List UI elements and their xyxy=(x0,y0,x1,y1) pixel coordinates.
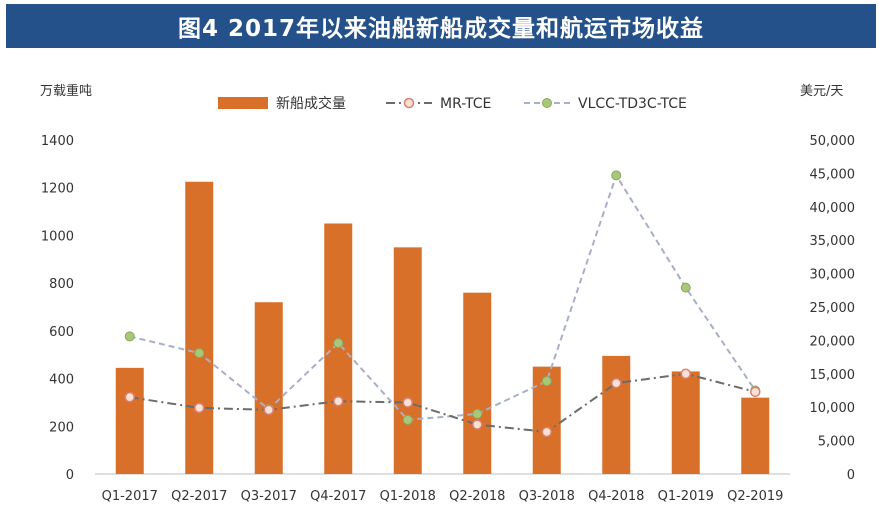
left-tick-label: 600 xyxy=(49,325,74,340)
vlcc-point xyxy=(611,170,622,181)
legend-swatch-bars xyxy=(218,97,268,109)
plot-area: 0 200 400 600 800 1000 1200 1400 0 5,000 10,000 15,… xyxy=(41,134,855,504)
mr-point xyxy=(194,402,205,414)
bar xyxy=(185,181,214,474)
mr-point xyxy=(472,419,483,430)
left-tick-label: 800 xyxy=(49,277,74,292)
bar xyxy=(671,371,700,474)
right-tick-label: 20,000 xyxy=(810,334,856,349)
x-tick-label: Q4-2017 xyxy=(310,489,366,504)
right-tick-label: 45,000 xyxy=(810,167,856,182)
vlcc-point xyxy=(541,376,552,387)
x-tick-label: Q3-2017 xyxy=(241,489,297,504)
right-tick-label: 25,000 xyxy=(810,301,856,316)
right-tick-label: 15,000 xyxy=(810,368,856,383)
x-tick-label: Q1-2018 xyxy=(380,489,436,504)
mr-point xyxy=(333,395,344,407)
bar xyxy=(602,355,631,474)
left-tick-label: 1400 xyxy=(41,134,74,149)
right-tick-label: 10,000 xyxy=(810,401,856,416)
bar xyxy=(393,247,422,474)
chart-title: 图4 2017年以来油船新船成交量和航运市场收益 xyxy=(177,16,705,42)
right-tick-label: 35,000 xyxy=(810,234,856,249)
x-tick-label: Q1-2019 xyxy=(658,489,714,504)
bar xyxy=(254,302,283,474)
left-tick-label: 400 xyxy=(49,373,74,388)
vlcc-line xyxy=(129,173,757,421)
legend: 新船成交量 MR-TCE VLCC-TD3C-TCE xyxy=(218,95,687,112)
left-tick-label: 200 xyxy=(49,420,74,435)
x-tick-label: Q2-2018 xyxy=(449,489,505,504)
bar xyxy=(463,292,492,474)
mr-point xyxy=(263,404,274,416)
right-tick-label: 5,000 xyxy=(818,435,855,450)
vlcc-point xyxy=(124,331,135,342)
legend-label-bars: 新船成交量 xyxy=(276,95,346,112)
right-tick-label: 30,000 xyxy=(810,268,856,283)
bar xyxy=(115,367,144,474)
mr-point xyxy=(402,397,413,408)
mr-point xyxy=(611,377,622,389)
vlcc-point xyxy=(333,338,344,349)
vlcc-point xyxy=(402,414,413,425)
mr-point xyxy=(541,426,552,438)
x-tick-label: Q1-2017 xyxy=(102,489,158,504)
legend-marker-mr xyxy=(403,97,415,109)
left-tick-label: 0 xyxy=(66,468,74,483)
mr-line xyxy=(129,372,756,433)
left-axis-label: 万载重吨 xyxy=(40,83,92,99)
right-axis-label: 美元/天 xyxy=(800,84,843,99)
right-tick-label: 50,000 xyxy=(810,134,856,149)
mr-point xyxy=(750,386,761,398)
vlcc-point xyxy=(680,282,691,293)
vlcc-point xyxy=(472,408,483,419)
mr-point xyxy=(680,368,691,380)
x-tick-label: Q2-2017 xyxy=(171,489,227,504)
right-tick-label: 0 xyxy=(847,468,855,483)
bar xyxy=(741,397,770,474)
legend-label-mr: MR-TCE xyxy=(440,96,491,112)
chart-title-banner: 图4 2017年以来油船新船成交量和航运市场收益 xyxy=(6,4,876,48)
legend-marker-vlcc xyxy=(542,98,552,108)
x-tick-label: Q2-2019 xyxy=(727,489,783,504)
right-tick-label: 40,000 xyxy=(810,201,856,216)
mr-point xyxy=(124,391,135,403)
left-tick-label: 1000 xyxy=(41,229,74,244)
x-tick-label: Q4-2018 xyxy=(588,489,644,504)
bar xyxy=(324,223,353,474)
legend-label-vlcc: VLCC-TD3C-TCE xyxy=(578,96,687,112)
vlcc-point xyxy=(194,348,205,359)
left-tick-label: 1200 xyxy=(41,182,74,197)
x-tick-label: Q3-2018 xyxy=(519,489,575,504)
